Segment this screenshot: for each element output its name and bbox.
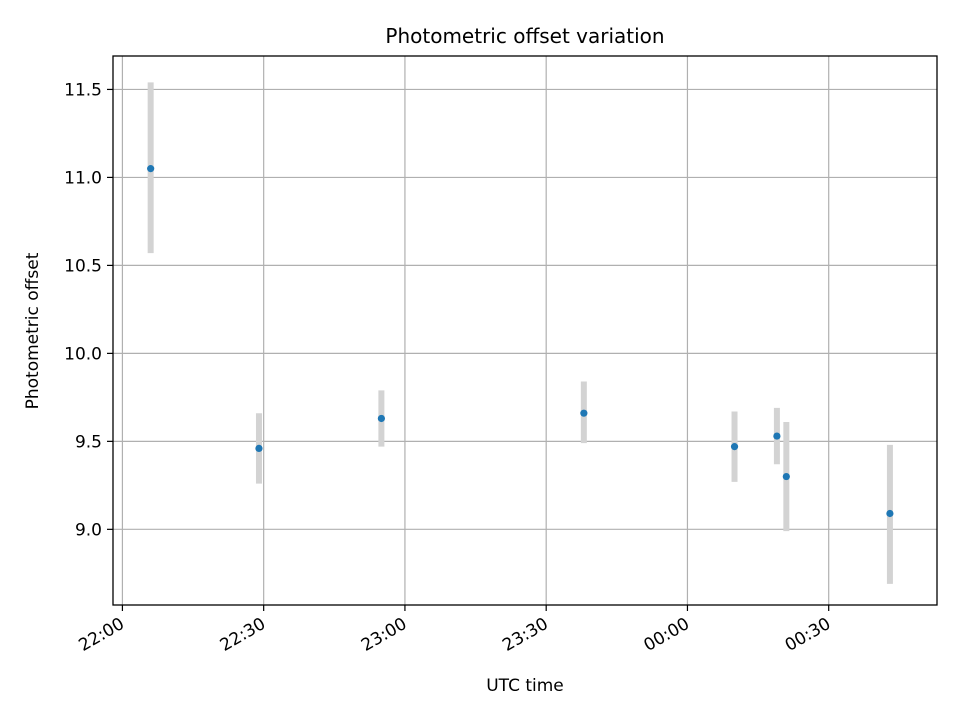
- data-point: [886, 509, 894, 518]
- data-points: [147, 165, 894, 518]
- plot-frame: [112, 55, 938, 606]
- data-point: [773, 432, 781, 440]
- y-tick-label: 11.5: [64, 80, 102, 100]
- data-point: [255, 444, 263, 452]
- data-point: [377, 414, 385, 423]
- data-point: [580, 409, 588, 417]
- data-point: [782, 472, 790, 481]
- y-tick-label: 10.0: [64, 344, 102, 364]
- chart-title: Photometric offset variation: [385, 24, 664, 48]
- y-tick-label: 11.0: [64, 168, 102, 188]
- x-axis-label: UTC time: [486, 676, 564, 696]
- y-tick-label: 9.0: [75, 520, 102, 540]
- y-axis-label: Photometric offset: [23, 252, 43, 409]
- grid: [113, 56, 937, 605]
- data-point: [730, 443, 739, 451]
- data-point: [147, 165, 155, 173]
- y-tick-label: 9.5: [75, 432, 102, 452]
- y-tick-label: 10.5: [64, 256, 102, 276]
